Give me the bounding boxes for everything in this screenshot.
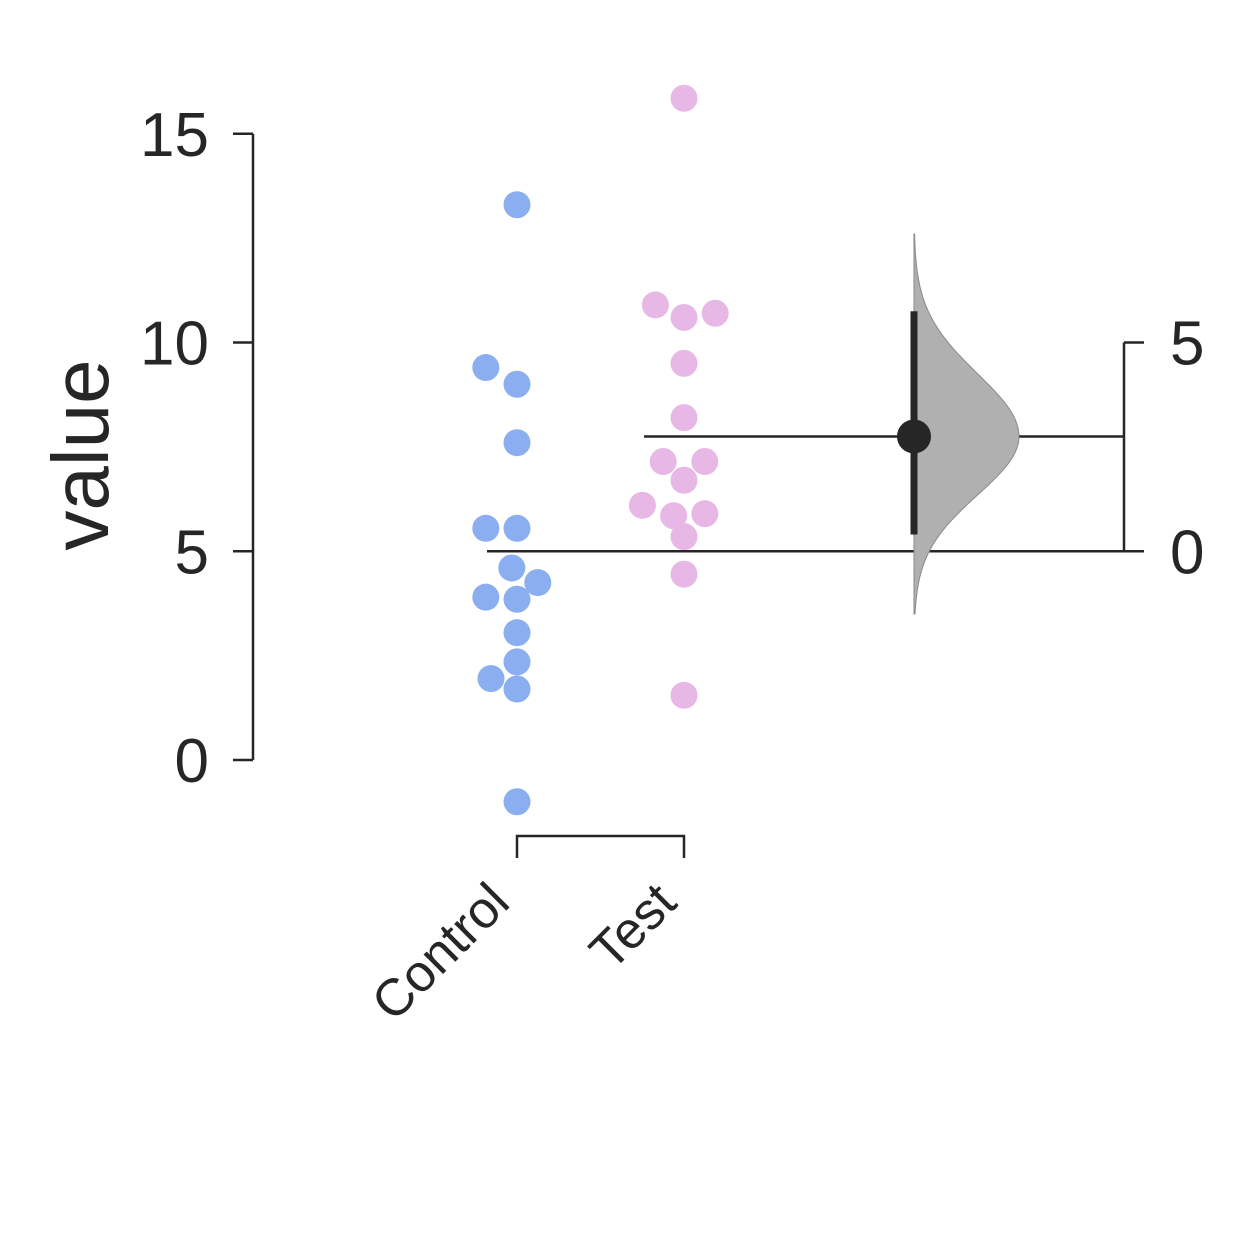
- y-tick-label: 10: [140, 310, 209, 379]
- effect-size-panel: 05: [487, 233, 1204, 615]
- y-tick-label: 5: [175, 518, 209, 587]
- data-point-control: [503, 514, 531, 542]
- data-point-test: [670, 523, 698, 551]
- data-point-test: [691, 447, 719, 475]
- mean-difference-point: [897, 419, 931, 454]
- data-point-control: [503, 648, 531, 676]
- y-axis-title: value: [36, 359, 125, 550]
- data-point-test: [670, 84, 698, 112]
- data-point-control: [503, 370, 531, 398]
- y-tick-label: 15: [140, 101, 209, 170]
- data-point-test: [649, 447, 677, 475]
- x-category-label: Test: [579, 872, 688, 981]
- y-tick-label: 0: [175, 727, 209, 796]
- data-point-control: [503, 429, 531, 457]
- data-point-control: [498, 554, 526, 582]
- data-point-test: [691, 500, 719, 528]
- bootstrap-distribution: [913, 233, 1020, 615]
- data-point-control: [472, 514, 500, 542]
- data-point-test: [701, 299, 729, 327]
- raw-data-panel: 0 5 10 15 Control Test: [140, 84, 729, 1032]
- delta-tick-label: 0: [1170, 518, 1204, 587]
- data-point-test: [670, 681, 698, 709]
- x-axis-bracket: [515, 834, 686, 858]
- x-category-label: Control: [361, 872, 521, 1032]
- delta-tick-label: 5: [1170, 310, 1204, 379]
- data-point-control: [503, 788, 531, 816]
- data-point-control: [503, 191, 531, 219]
- data-point-test: [670, 404, 698, 432]
- data-point-test: [670, 303, 698, 331]
- data-point-control: [503, 675, 531, 703]
- data-point-test: [641, 291, 669, 319]
- data-point-test: [670, 349, 698, 377]
- data-point-control: [472, 354, 500, 382]
- data-point-control: [472, 583, 500, 611]
- data-point-control: [503, 585, 531, 613]
- data-point-control: [524, 569, 552, 597]
- data-point-test: [628, 491, 656, 519]
- data-point-test: [660, 502, 688, 530]
- data-point-control: [477, 665, 505, 693]
- data-point-test: [670, 560, 698, 588]
- data-point-test: [670, 466, 698, 494]
- data-point-control: [503, 619, 531, 647]
